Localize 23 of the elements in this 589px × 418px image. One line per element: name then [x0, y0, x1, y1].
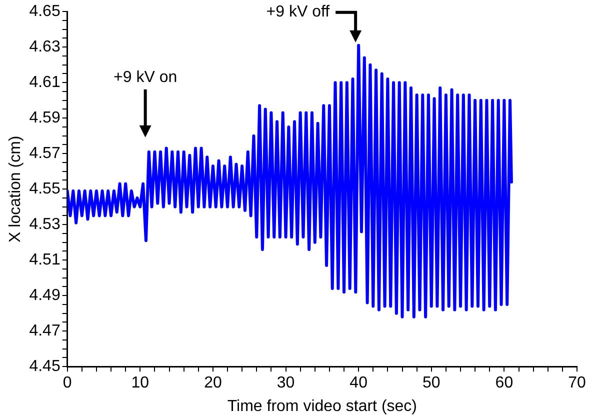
- y-tick-label: 4.49: [29, 287, 60, 304]
- y-tick-label: 4.53: [29, 216, 60, 234]
- x-tick-label: 20: [204, 374, 222, 392]
- x-tick-label: 30: [276, 374, 295, 392]
- x-tick-label: 40: [350, 374, 368, 392]
- annotation: +9 kV on: [114, 68, 178, 86]
- x-axis-title: Time from video start (sec): [227, 398, 418, 415]
- y-tick-label: 4.61: [29, 74, 60, 92]
- y-tick-label: 4.59: [29, 110, 60, 127]
- y-tick-label: 4.51: [29, 252, 60, 269]
- y-tick-label: 4.47: [29, 322, 60, 340]
- y-tick-label: 4.55: [29, 180, 60, 198]
- x-tick-label: 10: [131, 374, 150, 392]
- x-tick-label: 50: [422, 374, 440, 392]
- y-axis-title: X location (cm): [7, 136, 24, 242]
- x-tick-label: 0: [62, 374, 72, 392]
- y-tick-label: 4.45: [29, 358, 60, 376]
- annotation: +9 kV off: [266, 4, 330, 21]
- x-tick-label: 60: [495, 374, 514, 392]
- y-tick-label: 4.63: [29, 38, 60, 56]
- y-tick-label: 4.65: [29, 3, 60, 20]
- y-tick-label: 4.57: [29, 145, 60, 162]
- x-tick-label: 70: [568, 374, 586, 392]
